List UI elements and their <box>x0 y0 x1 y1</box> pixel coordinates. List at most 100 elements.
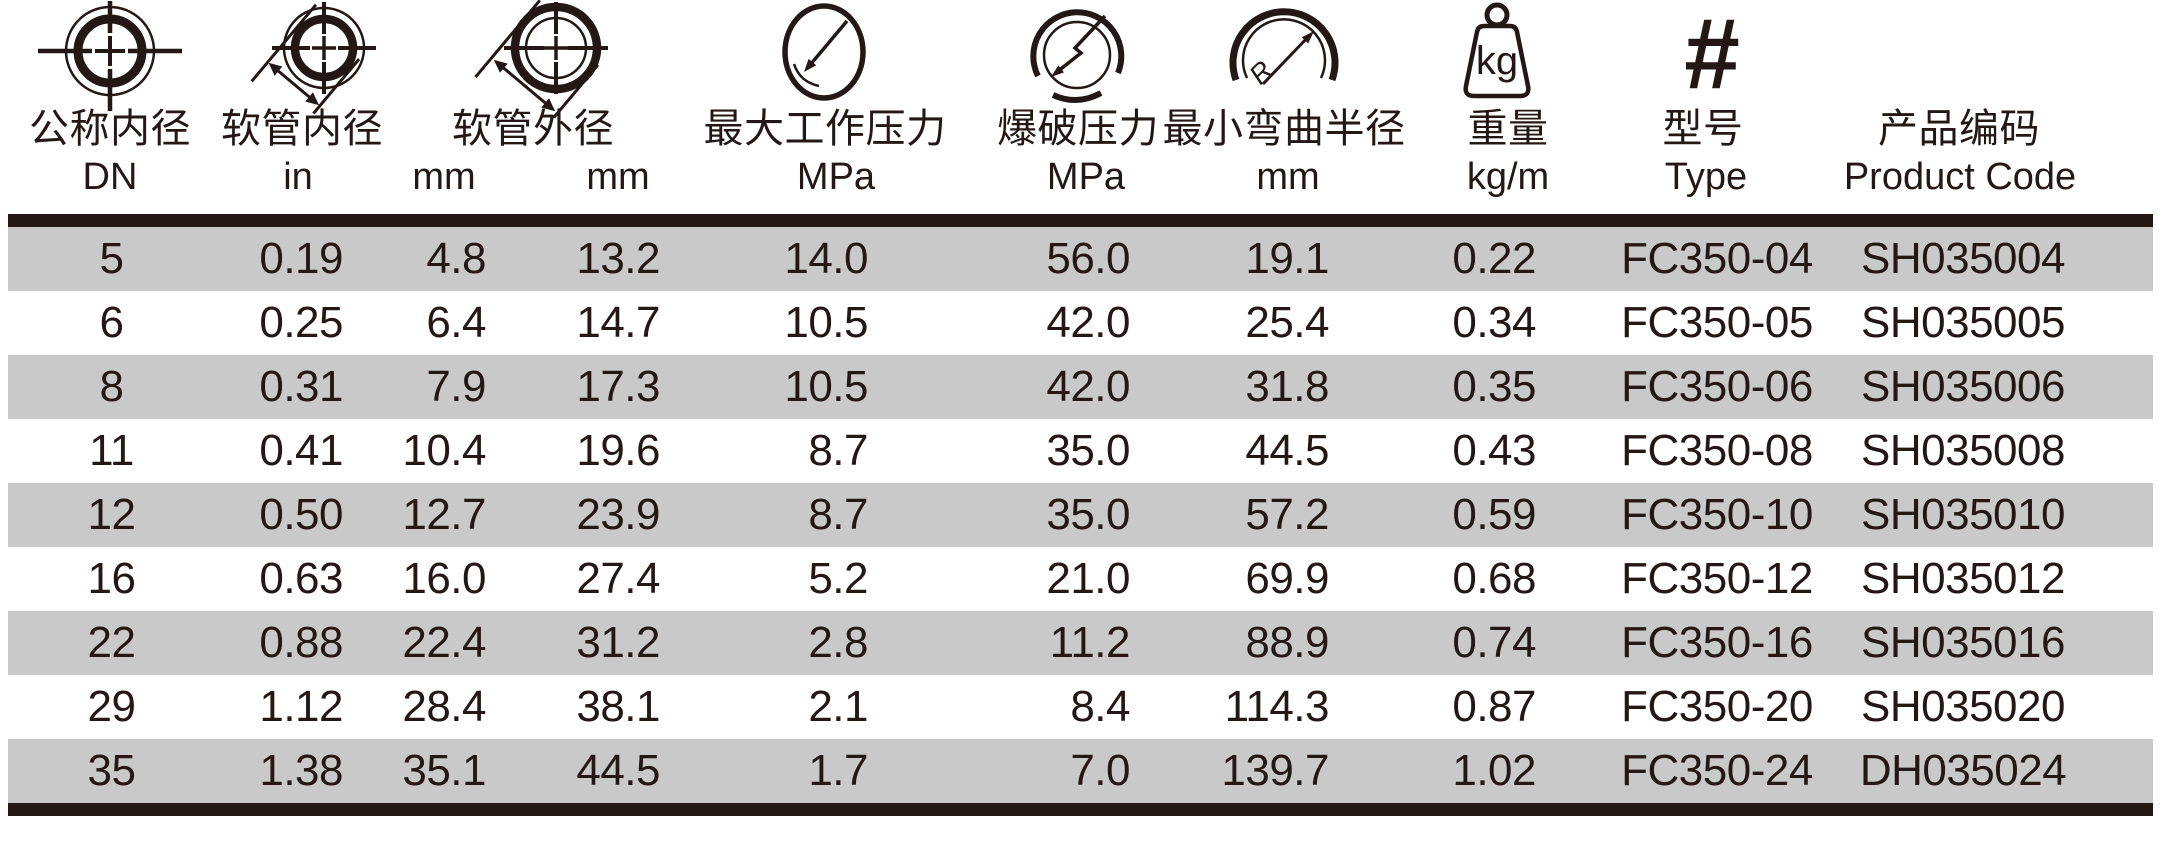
table-cell: 0.50 <box>259 490 343 539</box>
col-unit-kg-m: kg/m <box>1466 156 1550 198</box>
radius-letter: R <box>1243 55 1278 90</box>
col-label-bend-radius: 最小弯曲半径 <box>1162 107 1406 151</box>
col-label-work-pressure: 最大工作压力 <box>703 107 947 151</box>
table-cell: 19.6 <box>576 426 660 475</box>
table-cell: 16 <box>87 554 136 603</box>
table-row: 35 1.38 35.1 44.5 1.7 7.0 139.7 1.02 FC350-24 DH0… <box>8 739 2153 803</box>
weight-icon-text: kg <box>1476 39 1518 83</box>
table-cell: 42.0 <box>1046 298 1130 347</box>
table-cell: 2.8 <box>808 618 868 667</box>
table-cell: 7.0 <box>1070 746 1130 795</box>
table-cell: 0.68 <box>1452 554 1536 603</box>
header-divider-rule <box>8 214 2153 227</box>
table-row: 29 1.12 28.4 38.1 2.1 8.4 114.3 0.87 FC350-20 SH0… <box>8 675 2153 739</box>
table-cell: 13.2 <box>576 234 660 283</box>
table-cell: 69.9 <box>1245 554 1329 603</box>
col-label-product-code: 产品编码 <box>1878 107 2040 151</box>
table-cell: 21.0 <box>1046 554 1130 603</box>
table-cell: 31.2 <box>576 618 660 667</box>
table-cell: 88.9 <box>1245 618 1329 667</box>
table-cell: 19.1 <box>1245 234 1329 283</box>
table-cell: 114.3 <box>1224 682 1330 731</box>
table-cell: 1.7 <box>808 746 868 795</box>
table-cell: 8 <box>99 362 124 411</box>
table-cell: 14.0 <box>784 234 868 283</box>
table-row: 6 0.25 6.4 14.7 10.5 42.0 25.4 0.34 FC350-05 SH03… <box>8 291 2153 355</box>
table-cell: 31.8 <box>1245 362 1329 411</box>
bend-radius-arc-icon: R <box>1219 0 1349 106</box>
nominal-diameter-crosshair-icon <box>35 0 185 112</box>
table-cell: FC350-20 <box>1621 682 1813 731</box>
table-cell: 44.5 <box>576 746 660 795</box>
col-label-type: 型号 <box>1662 107 1744 151</box>
table-body: 5 0.19 4.8 13.2 14.0 56.0 19.1 0.22 FC350-04 SH03… <box>8 227 2153 803</box>
col-label-nominal-id: 公称内径 <box>29 107 191 151</box>
table-cell: 1.12 <box>259 682 343 731</box>
table-row: 8 0.31 7.9 17.3 10.5 42.0 31.8 0.35 FC350-06 SH03… <box>8 355 2153 419</box>
table-cell: FC350-10 <box>1621 490 1813 539</box>
table-cell: SH035006 <box>1861 362 2065 411</box>
weight-kg-icon: kg <box>1441 0 1553 104</box>
table-row: 11 0.41 10.4 19.6 8.7 35.0 44.5 0.43 FC350-08 SH0… <box>8 419 2153 483</box>
table-cell: 0.34 <box>1452 298 1536 347</box>
table-cell: 29 <box>87 682 136 731</box>
table-cell: 0.43 <box>1452 426 1536 475</box>
table-cell: FC350-06 <box>1621 362 1813 411</box>
table-cell: 42.0 <box>1046 362 1130 411</box>
table-cell: 2.1 <box>808 682 868 731</box>
burst-pressure-gauge-icon <box>1017 0 1137 114</box>
table-cell: 0.35 <box>1452 362 1536 411</box>
col-unit-wp-mpa: MPa <box>796 156 876 198</box>
table-cell: 8.7 <box>808 426 868 475</box>
table-cell: 12 <box>87 490 136 539</box>
table-cell: 0.41 <box>259 426 343 475</box>
hash-icon: # <box>1684 2 1740 106</box>
table-cell: 22 <box>87 618 136 667</box>
table-cell: 23.9 <box>576 490 660 539</box>
col-label-hose-id: 软管内径 <box>221 107 383 151</box>
table-cell: 6.4 <box>426 298 486 347</box>
table-cell: 28.4 <box>402 682 486 731</box>
table-cell: 44.5 <box>1245 426 1329 475</box>
col-unit-bp-mpa: MPa <box>1046 156 1126 198</box>
table-cell: SH035016 <box>1861 618 2065 667</box>
table-cell: 12.7 <box>402 490 486 539</box>
table-cell: 11.2 <box>1049 618 1131 667</box>
pressure-gauge-icon <box>764 0 884 112</box>
col-label-burst-pressure: 爆破压力 <box>997 107 1159 151</box>
table-cell: 139.7 <box>1221 746 1329 795</box>
table-cell: 0.25 <box>259 298 343 347</box>
table-cell: SH035005 <box>1861 298 2065 347</box>
table-cell: FC350-05 <box>1621 298 1813 347</box>
table-row: 5 0.19 4.8 13.2 14.0 56.0 19.1 0.22 FC350-04 SH03… <box>8 227 2153 291</box>
table-cell: FC350-16 <box>1621 618 1813 667</box>
table-cell: 35.0 <box>1046 490 1130 539</box>
table-cell: FC350-24 <box>1621 746 1813 795</box>
table-cell: 7.9 <box>426 362 486 411</box>
table-cell: SH035012 <box>1861 554 2065 603</box>
table-cell: SH035004 <box>1861 234 2065 283</box>
table-cell: 4.8 <box>426 234 486 283</box>
table-cell: FC350-08 <box>1621 426 1813 475</box>
table-cell: 0.22 <box>1452 234 1536 283</box>
table-cell: 0.59 <box>1452 490 1536 539</box>
table-cell: 35.0 <box>1046 426 1130 475</box>
col-unit-type: Type <box>1664 156 1748 198</box>
col-unit-in: in <box>283 156 313 198</box>
col-unit-dn: DN <box>82 156 138 198</box>
table-cell: FC350-04 <box>1621 234 1813 283</box>
table-cell: 8.7 <box>808 490 868 539</box>
col-label-hose-od: 软管外径 <box>452 107 614 151</box>
table-cell: 14.7 <box>576 298 660 347</box>
footer-divider-rule <box>8 803 2153 816</box>
table-row: 12 0.50 12.7 23.9 8.7 35.0 57.2 0.59 FC350-10 SH0… <box>8 483 2153 547</box>
table-cell: SH035008 <box>1861 426 2065 475</box>
table-cell: 35.1 <box>402 746 486 795</box>
table-cell: 57.2 <box>1245 490 1329 539</box>
table-cell: FC350-12 <box>1621 554 1813 603</box>
table-row: 22 0.88 22.4 31.2 2.8 11.2 88.9 0.74 FC350-16 SH0… <box>8 611 2153 675</box>
table-cell: 35 <box>87 746 136 795</box>
table-cell: 10.5 <box>784 362 868 411</box>
table-cell: 17.3 <box>576 362 660 411</box>
